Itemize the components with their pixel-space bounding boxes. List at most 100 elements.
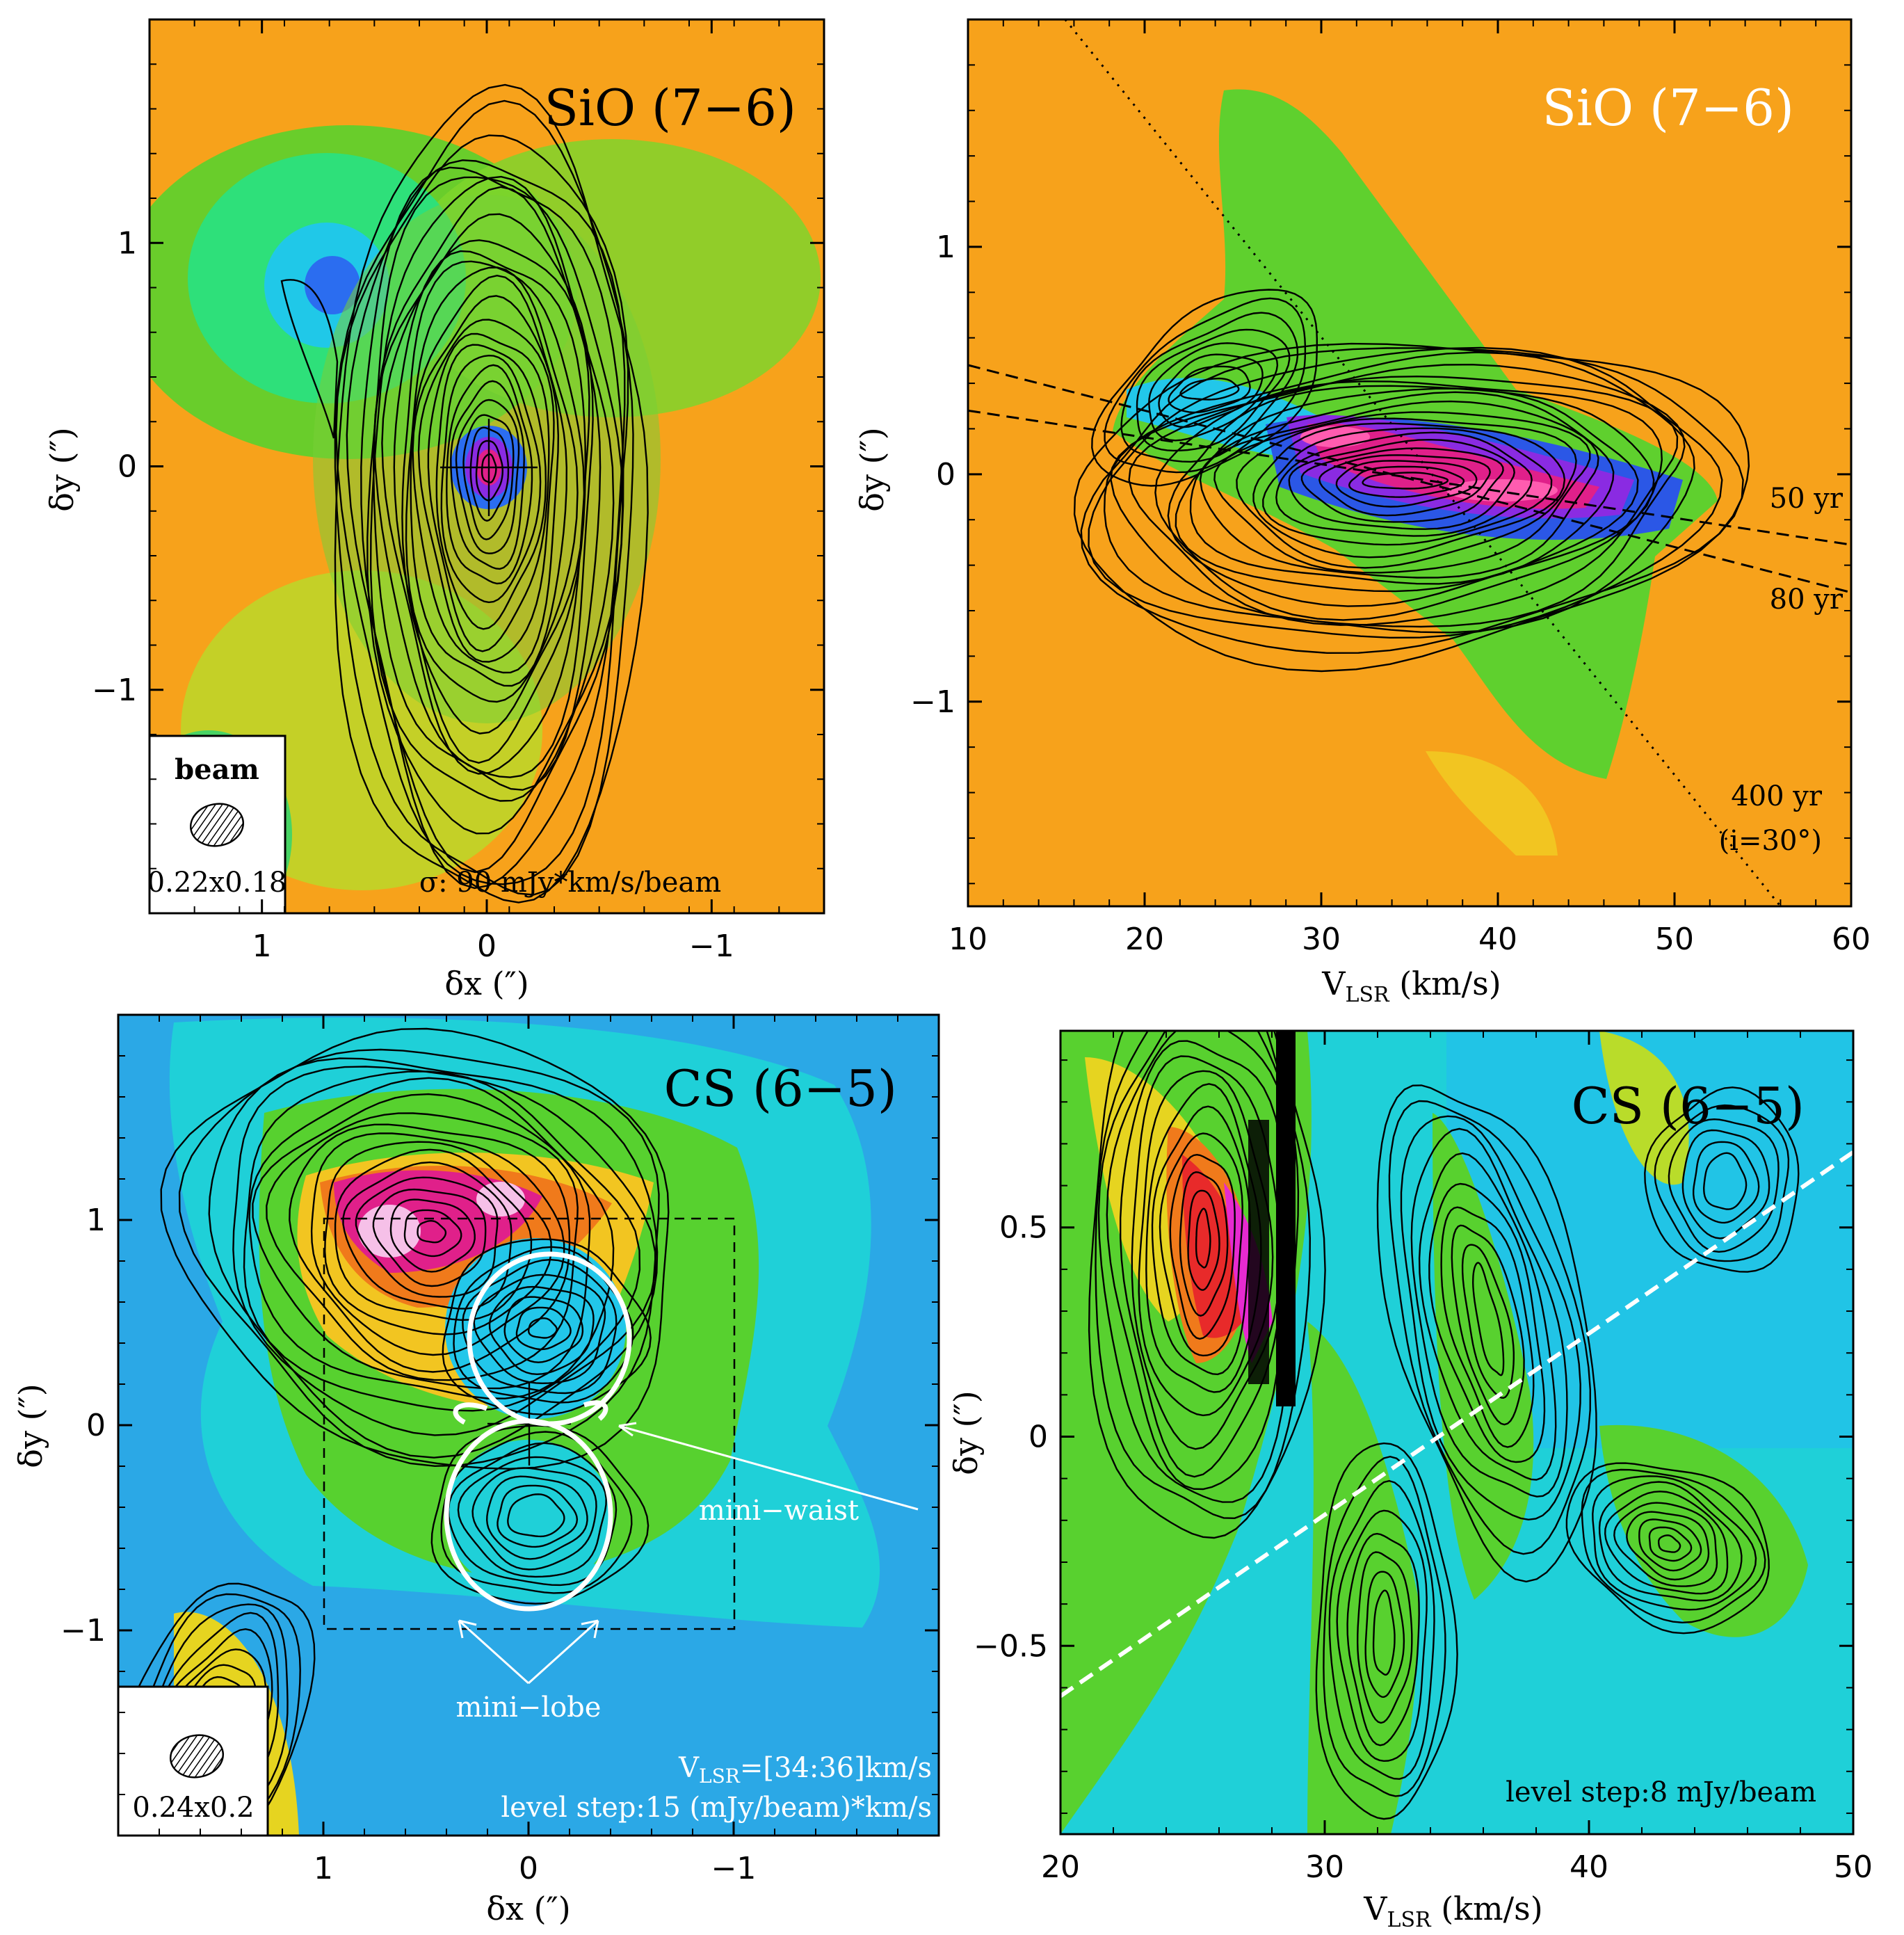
contour-line (1410, 1127, 1568, 1498)
contour-line (1604, 1491, 1729, 1595)
contour-line (1418, 1152, 1557, 1481)
y-tick-label: 0 (1028, 1420, 1048, 1455)
contour-line (1136, 328, 1291, 452)
contour-line (355, 1176, 499, 1298)
cs-map-ylabel: δy (″) (12, 1383, 49, 1468)
contour-line (1318, 454, 1491, 517)
contour-line (1106, 1031, 1293, 1491)
contour-line (1598, 1481, 1743, 1602)
contour-line (1440, 1206, 1535, 1448)
contour-line (1376, 1084, 1597, 1583)
contour-line (1372, 1589, 1396, 1676)
contour-line (473, 1274, 606, 1385)
contour-line (1120, 312, 1299, 463)
sio-pv-title: SiO (7−6) (1542, 79, 1794, 137)
contour-line (1328, 1479, 1435, 1780)
x-tick-label: 40 (1478, 922, 1517, 957)
contour-line (1128, 375, 1679, 626)
contour-line (1187, 1189, 1220, 1291)
contour-line (323, 1141, 552, 1335)
sio-map-axes: 1 0 −1 −1 0 1 (92, 19, 825, 964)
y-tick-label: 1 (936, 230, 955, 265)
contour-line (471, 1467, 597, 1571)
x-tick-label: −1 (689, 929, 734, 964)
contour-line (393, 250, 587, 764)
contour-line (1169, 1153, 1236, 1340)
contour-line (1073, 342, 1750, 673)
contour-line (1300, 447, 1504, 523)
contour-line (369, 175, 615, 802)
reference-line (968, 409, 1851, 546)
x-tick-label: 30 (1305, 1849, 1344, 1885)
y-tick-label: −0.5 (974, 1628, 1048, 1664)
contour-line (1154, 380, 1663, 621)
contour-line (1315, 1442, 1458, 1820)
contour-line (1179, 1171, 1229, 1317)
x-tick-label: 50 (1655, 922, 1694, 957)
contour-line (1213, 411, 1591, 574)
cs-map-level-note: level step:15 (mJy/beam)*km/s (501, 1792, 932, 1824)
sio-pv-label-50yr: 50 yr (1770, 483, 1844, 515)
contour-line (366, 176, 624, 835)
contour-line (515, 1306, 572, 1351)
contour-line (1461, 1244, 1515, 1399)
sio-map-xlabel: δx (″) (444, 965, 529, 1002)
contour-line (1167, 385, 1655, 607)
contour-line (1335, 460, 1478, 508)
contour-line (401, 260, 586, 734)
contour-line (208, 1057, 659, 1459)
y-tick-label: −1 (60, 1613, 106, 1648)
contour-line (1275, 431, 1533, 537)
contour-line (1388, 1100, 1592, 1555)
sio-map-sigma-note: σ: 90 mJy*km/s/beam (419, 867, 721, 899)
contour-line (334, 99, 634, 896)
x-tick-label: 20 (1125, 922, 1164, 957)
contour-line (427, 332, 550, 652)
contour-line (334, 1148, 533, 1322)
contour-line (1626, 1511, 1710, 1581)
contour-line (1080, 347, 1744, 655)
contour-line (457, 1456, 607, 1578)
cs-pv-title: CS (6−5) (1572, 1077, 1805, 1135)
y-tick-label: 0 (86, 1408, 106, 1443)
contour-line (453, 1246, 634, 1404)
contour-line (417, 1219, 447, 1244)
contour-line (1428, 1182, 1546, 1463)
contour-line (507, 1493, 565, 1538)
contour-line (1693, 1141, 1760, 1224)
sio-pv-ylabel: δy (″) (853, 427, 891, 511)
x-tick-label: 40 (1570, 1849, 1608, 1885)
sio-map-beam-size: 0.22x0.18 (147, 867, 287, 899)
sio-map-title: SiO (7−6) (544, 79, 796, 137)
contour-line (1120, 1040, 1286, 1478)
contour-line (1195, 1207, 1211, 1269)
contour-line (373, 213, 594, 778)
contour-line (1145, 1083, 1262, 1393)
cs-pv-axes: 20 30 40 50 −0.5 0 0.5 (974, 1031, 1873, 1885)
sio-pv-axes: 10 20 30 40 50 60 −1 0 1 (910, 19, 1871, 957)
contour-line (1356, 1551, 1413, 1724)
y-tick-label: −1 (92, 673, 137, 708)
contour-line (1262, 427, 1553, 546)
contour-line (1451, 1224, 1525, 1426)
x-tick-label: 1 (252, 929, 272, 964)
panel-sio-map: beam 0.22x0.18 σ: 90 mJy*km/s/beam SiO (… (43, 18, 825, 1002)
contour-line (1236, 417, 1577, 569)
x-tick-label: 0 (519, 1851, 538, 1886)
contour-line (1138, 1070, 1274, 1417)
contour-line (503, 1296, 584, 1363)
contour-line (381, 239, 590, 775)
contour-line (1668, 1118, 1780, 1253)
contour-line (310, 1132, 565, 1356)
contour-line (1088, 346, 1723, 639)
cs-map-title: CS (6−5) (664, 1059, 897, 1118)
panel-sio-pv: SiO (7−6) 50 yr 80 yr 400 yr (i=30°) 10 2… (853, 18, 1871, 1007)
sio-map-beam-label: beam (175, 753, 259, 786)
cs-pv-level-note: level step:8 mJy/beam (1506, 1776, 1816, 1808)
contour-line (243, 1070, 641, 1412)
contour-line (1471, 1262, 1505, 1376)
contour-line (1179, 377, 1240, 401)
contour-line (1658, 1534, 1681, 1553)
contour-line (462, 1258, 618, 1395)
contour-line (266, 1112, 579, 1381)
